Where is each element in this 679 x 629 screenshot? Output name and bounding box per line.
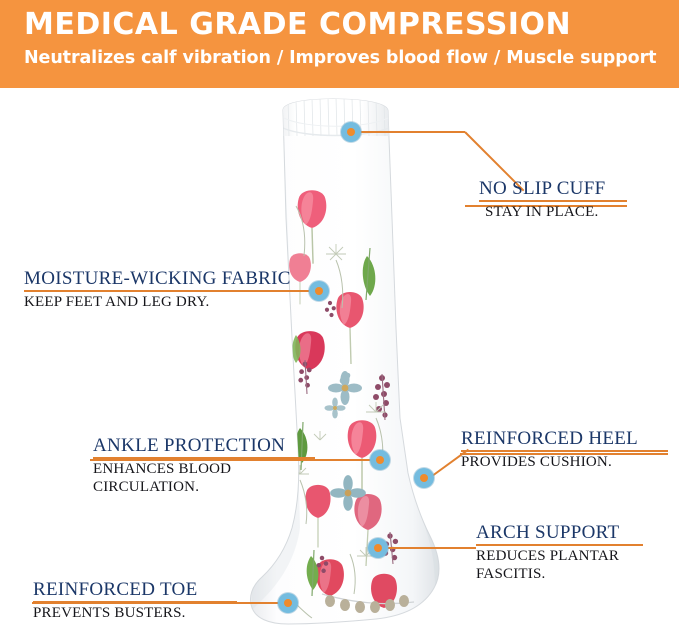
callout-arch-support: ARCH SUPPORT REDUCES PLANTAR FASCITIS. xyxy=(476,522,643,583)
marker-moisture-wicking-fabric[interactable] xyxy=(309,281,329,301)
callout-desc-no-slip-cuff: STAY IN PLACE. xyxy=(485,204,599,221)
berry-sprigs xyxy=(298,300,399,574)
header-subtitle: Neutralizes calf vibration / Improves bl… xyxy=(24,47,657,68)
marker-no-slip-cuff[interactable] xyxy=(341,122,361,142)
sock-illustration xyxy=(0,88,679,629)
floral-pattern xyxy=(289,190,399,619)
callout-title-reinforced-toe: REINFORCED TOE xyxy=(33,579,198,600)
callout-desc-reinforced-heel: PROVIDES CUSHION. xyxy=(461,454,612,471)
callout-title-no-slip-cuff: NO SLIP CUFF xyxy=(479,178,606,199)
marker-ankle-protection[interactable] xyxy=(370,450,390,470)
connector-no-slip-cuff-rule xyxy=(465,205,627,207)
callout-title-arch-support: ARCH SUPPORT xyxy=(476,522,620,543)
callout-title-reinforced-heel: REINFORCED HEEL xyxy=(461,428,639,449)
callout-desc-moisture-wicking-fabric: KEEP FEET AND LEG DRY. xyxy=(24,294,210,311)
callout-rule-no-slip-cuff xyxy=(479,200,627,203)
callout-ankle-protection: ANKLE PROTECTION ENHANCES BLOOD CIRCULAT… xyxy=(93,435,315,496)
page-title: MEDICAL GRADE COMPRESSION xyxy=(24,7,572,42)
callout-no-slip-cuff: NO SLIP CUFF STAY IN PLACE. xyxy=(479,178,627,222)
leaf-shapes xyxy=(292,256,376,590)
cuff-ribbing xyxy=(287,99,386,137)
marker-reinforced-heel[interactable] xyxy=(414,468,434,488)
callout-rule-reinforced-heel xyxy=(461,450,668,453)
connector-no-slip-cuff-h xyxy=(360,131,465,133)
callout-reinforced-heel: REINFORCED HEEL PROVIDES CUSHION. xyxy=(461,428,668,472)
sock-vector xyxy=(249,98,440,625)
callout-rule-moisture-wicking-fabric xyxy=(24,290,292,293)
connector-reinforced-heel-rule xyxy=(460,453,668,455)
callout-rule-reinforced-toe xyxy=(33,601,237,604)
callout-moisture-wicking-fabric: MOISTURE-WICKING FABRIC KEEP FEET AND LE… xyxy=(24,268,292,312)
marker-arch-support[interactable] xyxy=(368,538,388,558)
callout-desc-reinforced-toe: PREVENTS BUSTERS. xyxy=(33,605,186,622)
callout-rule-arch-support xyxy=(476,544,643,547)
callout-desc-arch-support: REDUCES PLANTAR FASCITIS. xyxy=(476,548,620,582)
header-banner: MEDICAL GRADE COMPRESSION Neutralizes ca… xyxy=(0,0,679,88)
marker-reinforced-toe[interactable] xyxy=(278,593,298,613)
callout-desc-ankle-protection: ENHANCES BLOOD CIRCULATION. xyxy=(93,461,232,495)
daisy-shapes xyxy=(324,371,366,511)
callout-rule-ankle-protection xyxy=(93,457,315,460)
dandelion-puffs xyxy=(291,244,386,557)
sole-grip-dots xyxy=(321,593,415,613)
connector-arch-support xyxy=(386,547,476,549)
callout-title-ankle-protection: ANKLE PROTECTION xyxy=(93,435,286,456)
callout-reinforced-toe: REINFORCED TOE PREVENTS BUSTERS. xyxy=(33,579,237,623)
callout-title-moisture-wicking-fabric: MOISTURE-WICKING FABRIC xyxy=(24,268,291,289)
connector-ankle-protection xyxy=(90,459,388,461)
